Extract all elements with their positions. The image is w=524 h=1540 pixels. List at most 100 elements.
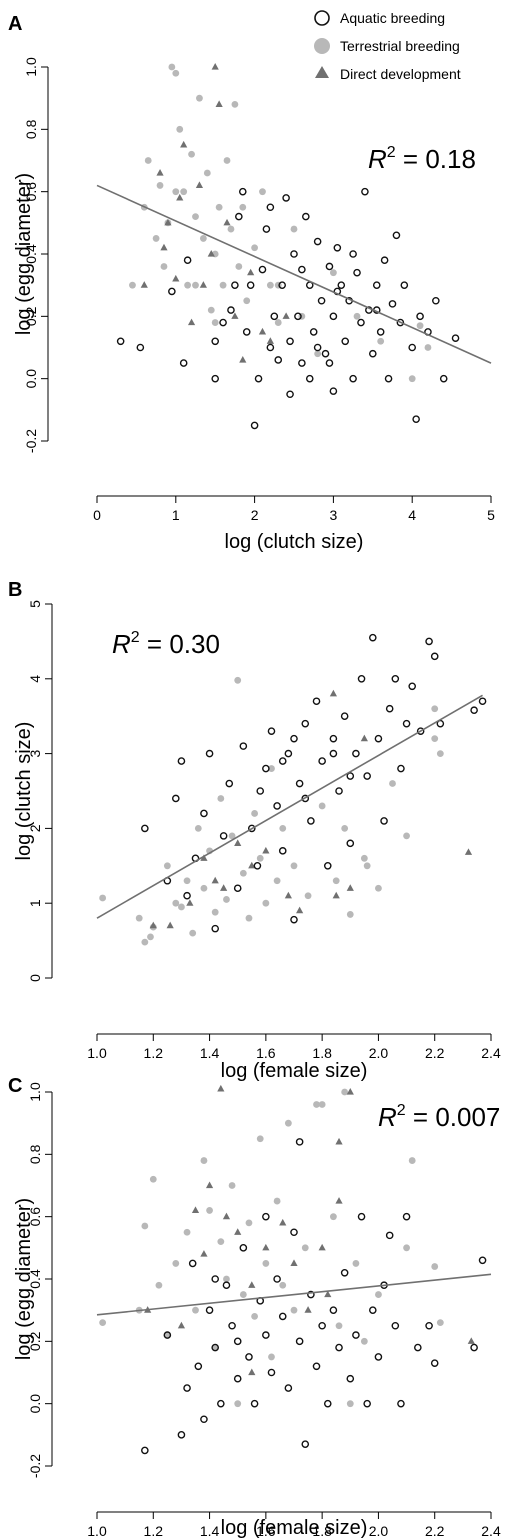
panel-b-point-aquatic [312, 697, 321, 706]
panel-a-point-direct [172, 274, 180, 282]
panel-b-point-aquatic [408, 682, 417, 691]
panel-c-point-aquatic [307, 1290, 315, 1299]
panel-b-y-axis-label: log (clutch size) [13, 722, 35, 861]
panel-a-point-aquatic [400, 281, 409, 289]
panel-b-regression-line [96, 694, 483, 919]
panel-c-y-tick-label: 1.0 [27, 1082, 43, 1102]
panel-a-point-aquatic [266, 203, 275, 212]
panel-c-point-aquatic [385, 1231, 394, 1240]
panel-b-point-terrestrial [431, 705, 439, 713]
panel-b-point-aquatic [247, 824, 256, 833]
panel-c-point-terrestrial [141, 1222, 149, 1230]
panel-a-point-direct [223, 218, 231, 226]
panel-a-point-terrestrial [129, 281, 136, 289]
panel-c-point-aquatic [329, 1306, 338, 1314]
panel-b-point-terrestrial [141, 938, 149, 946]
panel-c-point-terrestrial [279, 1281, 287, 1289]
panel-a-point-terrestrial [188, 150, 195, 158]
panel-c-point-terrestrial [273, 1197, 281, 1205]
panel-c-x-tick-label: 1.2 [144, 1523, 164, 1539]
panel-a-point-direct [195, 181, 204, 189]
panel-c-point-aquatic [295, 1138, 304, 1146]
panel-c-point-aquatic [228, 1321, 236, 1330]
panel-b-point-aquatic [397, 764, 405, 773]
panel-b-point-terrestrial [223, 896, 230, 903]
panel-b-point-aquatic [239, 742, 248, 750]
panel-c-point-aquatic [478, 1256, 487, 1265]
panel-c-point-direct [318, 1243, 326, 1251]
panel-c-point-aquatic [318, 1321, 326, 1330]
panel-c-point-terrestrial [352, 1260, 360, 1267]
panel-a-point-terrestrial [144, 157, 152, 164]
panel-a-regression-line [96, 184, 492, 364]
panel-b-point-aquatic [402, 719, 411, 728]
panel-b-x-tick-label: 1.6 [256, 1045, 276, 1061]
panel-a-point-aquatic [392, 231, 401, 240]
panel-a-point-aquatic [313, 343, 322, 352]
panel-a-point-aquatic [353, 268, 361, 277]
panel-c-x-tick-label: 1.8 [312, 1523, 332, 1539]
panel-b-point-terrestrial [194, 825, 202, 832]
panel-c-point-aquatic [194, 1362, 203, 1371]
panel-c-point-terrestrial [403, 1244, 410, 1252]
panel-b-y-tick-label: 4 [27, 675, 43, 683]
panel-c-regression-line [96, 1273, 492, 1316]
panel-b-y-tick-label: 0 [27, 974, 43, 982]
panel-c-point-direct [217, 1084, 225, 1092]
panel-a-point-aquatic [211, 337, 219, 346]
panel-c-point-aquatic [284, 1384, 293, 1392]
panel-a-point-terrestrial [274, 319, 282, 326]
panel-a-point-direct [164, 218, 172, 226]
panel-b-point-aquatic [295, 779, 304, 788]
panel-c-point-aquatic [205, 1306, 214, 1314]
panel-c-point-aquatic [397, 1399, 405, 1408]
panel-a-point-aquatic [329, 387, 338, 395]
panel-b-point-terrestrial [234, 676, 242, 684]
panel-a-point-terrestrial [290, 225, 298, 233]
panel-c-point-aquatic [470, 1343, 478, 1352]
panel-a-point-aquatic [329, 312, 338, 321]
panel-c-point-direct [222, 1212, 231, 1220]
panel-a-point-direct [258, 327, 267, 335]
panel-a-point-aquatic [242, 328, 251, 336]
panel-c-point-aquatic [233, 1374, 242, 1383]
legend-aquatic-marker [314, 10, 330, 26]
panel-c-point-terrestrial [223, 1275, 230, 1283]
panel-a-point-aquatic [368, 349, 377, 358]
legend-direct-label: Direct development [340, 66, 461, 82]
panel-a-point-aquatic [313, 237, 322, 246]
panel-b-point-terrestrial [245, 914, 253, 922]
panel-a-point-aquatic [408, 343, 417, 352]
panel-a-point-aquatic [274, 356, 283, 364]
panel-a-point-terrestrial [176, 125, 184, 133]
panel-b-y-tick-label: 3 [27, 749, 43, 757]
panel-b-point-direct [220, 884, 228, 891]
panel-b-point-terrestrial [172, 899, 180, 907]
panel-c-y-tick-label: 0.6 [27, 1207, 43, 1227]
panel-a-point-terrestrial [239, 203, 247, 211]
panel-a-point-terrestrial [172, 188, 180, 196]
panel-c-r2-label: R2 = 0.007 [378, 1102, 500, 1132]
panel-c-x-tick-label: 2.0 [369, 1523, 389, 1539]
panel-c-point-aquatic [163, 1331, 172, 1339]
panel-c-x-tick-label: 2.4 [481, 1523, 501, 1539]
panel-c-y-tick-label: 0.4 [27, 1269, 43, 1289]
panel-c-point-terrestrial [155, 1281, 163, 1289]
panel-a-point-terrestrial [192, 281, 199, 289]
panel-c-point-aquatic [402, 1212, 411, 1221]
panel-a-point-aquatic [333, 243, 342, 252]
panel-a-point-terrestrial [180, 188, 188, 196]
panel-a-point-terrestrial [211, 319, 219, 326]
panel-b-point-terrestrial [304, 892, 312, 900]
panel-c-point-aquatic [301, 1440, 310, 1448]
panel-c-point-terrestrial [262, 1260, 270, 1267]
panel-c-point-direct [335, 1137, 343, 1145]
panel-b-point-direct [360, 734, 368, 742]
panel-b-point-terrestrial [183, 877, 191, 885]
panel-b-x-axis-label: log (female size) [221, 1060, 368, 1082]
panel-c-point-aquatic [323, 1399, 332, 1408]
panel-a-point-aquatic [262, 225, 271, 233]
panel-a-point-aquatic [439, 374, 448, 383]
panel-c-point-direct [324, 1290, 332, 1298]
panel-b-point-aquatic [470, 706, 478, 715]
